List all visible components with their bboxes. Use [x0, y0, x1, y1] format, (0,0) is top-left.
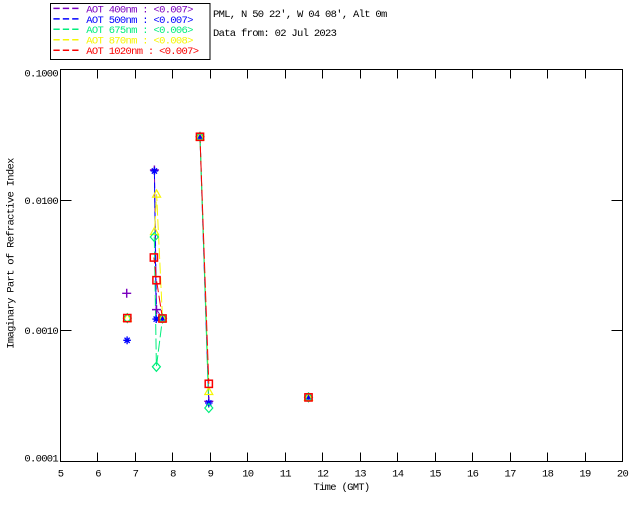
svg-text:12: 12	[317, 469, 329, 481]
svg-text:5: 5	[58, 469, 64, 481]
svg-text:16: 16	[467, 469, 479, 481]
svg-text:20: 20	[617, 469, 629, 481]
svg-text:0.1000: 0.1000	[24, 68, 58, 80]
svg-text:10: 10	[242, 469, 254, 481]
svg-text:AOT 1020nm : <0.007>: AOT 1020nm : <0.007>	[86, 46, 198, 58]
svg-text:AOT 500nm : <0.007>: AOT 500nm : <0.007>	[86, 15, 193, 27]
svg-text:7: 7	[133, 469, 139, 481]
svg-text:0.0100: 0.0100	[24, 196, 58, 208]
svg-text:6: 6	[95, 469, 101, 481]
svg-text:19: 19	[579, 469, 591, 481]
svg-text:15: 15	[430, 469, 442, 481]
svg-text:13: 13	[355, 469, 367, 481]
svg-text:Time (GMT): Time (GMT)	[313, 482, 369, 494]
svg-text:11: 11	[280, 469, 292, 481]
svg-text:8: 8	[170, 469, 176, 481]
svg-text:0.0001: 0.0001	[24, 454, 58, 466]
svg-text:18: 18	[542, 469, 554, 481]
svg-text:Data from: 02 Jul 2023: Data from: 02 Jul 2023	[213, 28, 337, 40]
svg-text:17: 17	[504, 469, 516, 481]
svg-text:14: 14	[392, 469, 404, 481]
svg-text:9: 9	[208, 469, 214, 481]
svg-text:PML, N 50 22', W 04 08', Alt 0: PML, N 50 22', W 04 08', Alt 0m	[213, 9, 387, 21]
svg-text:AOT 870nm : <0.008>: AOT 870nm : <0.008>	[86, 36, 193, 48]
svg-text:0.0010: 0.0010	[24, 326, 58, 338]
svg-text:Imaginary Part of Refractive I: Imaginary Part of Refractive Index	[6, 158, 18, 349]
svg-text:AOT 675nm : <0.006>: AOT 675nm : <0.006>	[86, 25, 193, 37]
svg-text:AOT 400nm : <0.007>: AOT 400nm : <0.007>	[86, 4, 193, 16]
